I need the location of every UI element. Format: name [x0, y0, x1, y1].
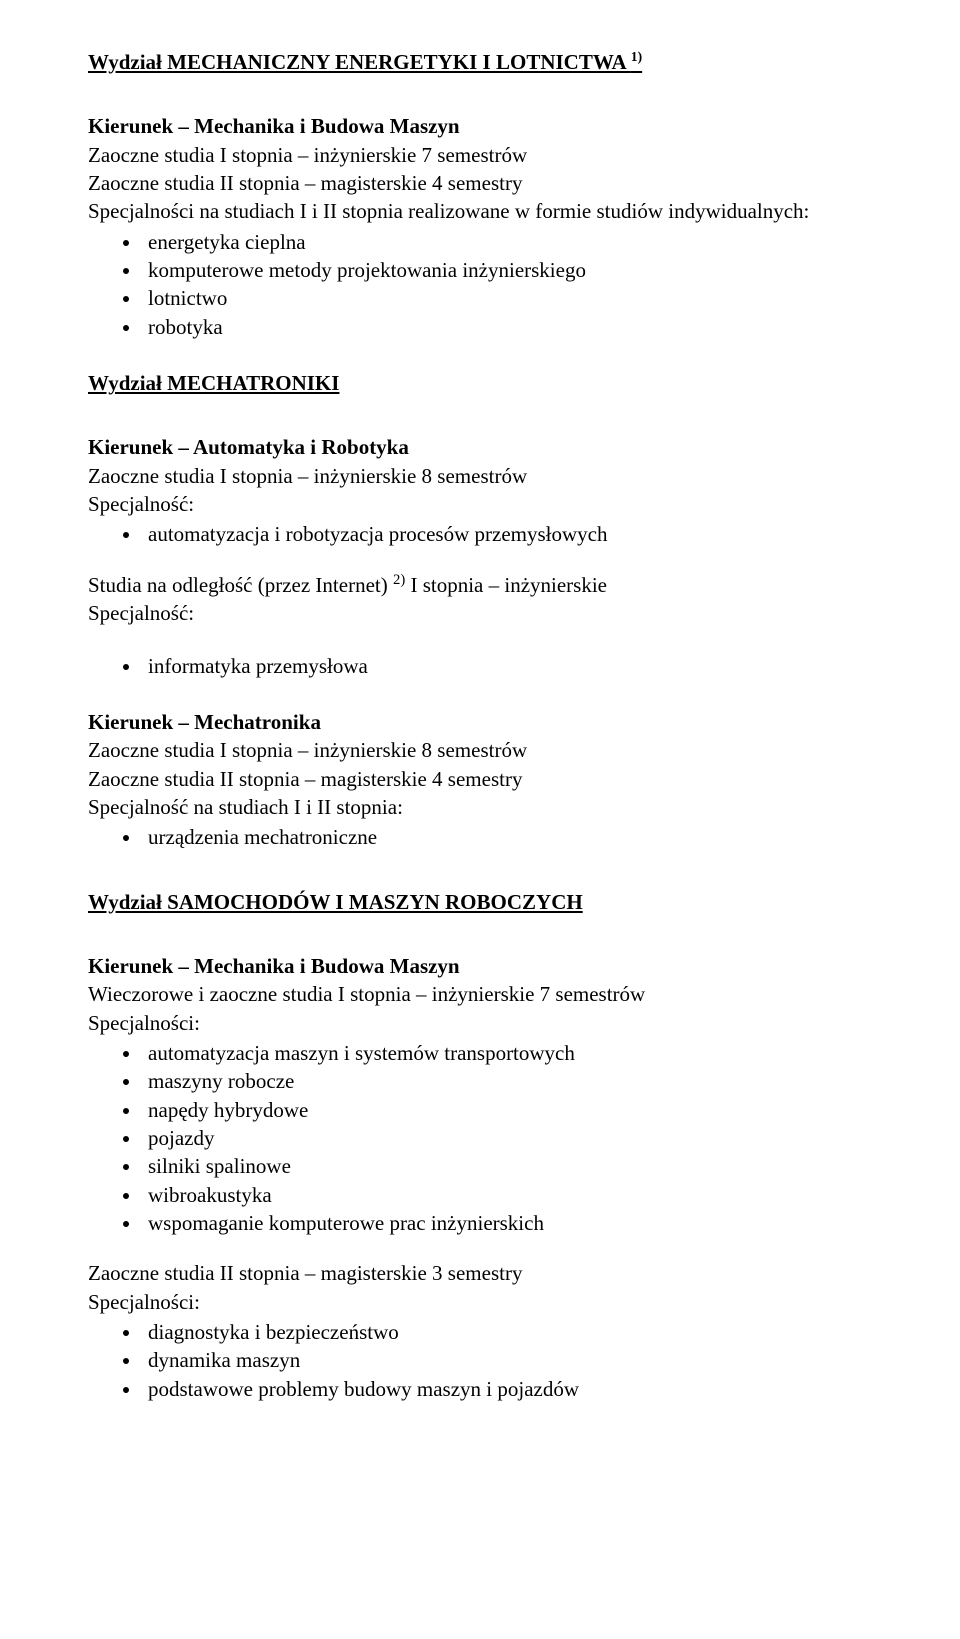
list-item: napędy hybrydowe — [142, 1096, 872, 1124]
study-line: Zaoczne studia II stopnia – magisterskie… — [88, 169, 872, 197]
list-item: wspomaganie komputerowe prac inżynierski… — [142, 1209, 872, 1237]
list-item: maszyny robocze — [142, 1067, 872, 1095]
specialization-intro: Specjalność: — [88, 599, 872, 627]
program-name: Kierunek – Automatyka i Robotyka — [88, 433, 872, 461]
study-line: Zaoczne studia I stopnia – inżynierskie … — [88, 462, 872, 490]
program-name: Kierunek – Mechanika i Budowa Maszyn — [88, 112, 872, 140]
study-line: Zaoczne studia II stopnia – magisterskie… — [88, 1259, 872, 1287]
spacer — [88, 1237, 872, 1259]
list-item: urządzenia mechatroniczne — [142, 823, 872, 851]
specialization-list: urządzenia mechatroniczne — [88, 823, 872, 851]
program-name: Kierunek – Mechatronika — [88, 708, 872, 736]
study-line: Zaoczne studia I stopnia – inżynierskie … — [88, 736, 872, 764]
list-item: diagnostyka i bezpieczeństwo — [142, 1318, 872, 1346]
dept-title-mechaniczny: Wydział MECHANICZNY ENERGETYKI I LOTNICT… — [88, 48, 872, 76]
specialization-list: informatyka przemysłowa — [88, 652, 872, 680]
dept-title-samochodow: Wydział SAMOCHODÓW I MASZYN ROBOCZYCH — [88, 888, 872, 916]
dept-title-mechatroniki: Wydział MECHATRONIKI — [88, 369, 872, 397]
list-item: silniki spalinowe — [142, 1152, 872, 1180]
list-item: wibroakustyka — [142, 1181, 872, 1209]
specialization-intro: Specjalność na studiach I i II stopnia: — [88, 793, 872, 821]
list-item: automatyzacja i robotyzacja procesów prz… — [142, 520, 872, 548]
list-item: podstawowe problemy budowy maszyn i poja… — [142, 1375, 872, 1403]
list-item: robotyka — [142, 313, 872, 341]
list-item: energetyka cieplna — [142, 228, 872, 256]
list-item: pojazdy — [142, 1124, 872, 1152]
program-name: Kierunek – Mechanika i Budowa Maszyn — [88, 952, 872, 980]
document-page: Wydział MECHANICZNY ENERGETYKI I LOTNICT… — [0, 0, 960, 1491]
specialization-intro: Specjalności: — [88, 1009, 872, 1037]
study-line: Wieczorowe i zaoczne studia I stopnia – … — [88, 980, 872, 1008]
list-item: komputerowe metody projektowania inżynie… — [142, 256, 872, 284]
specialization-list: diagnostyka i bezpieczeństwo dynamika ma… — [88, 1318, 872, 1403]
spacer — [88, 880, 872, 888]
list-item: lotnictwo — [142, 284, 872, 312]
footnote-ref-2: 2) — [393, 572, 405, 588]
specialization-intro: Specjalności: — [88, 1288, 872, 1316]
distance-study-pre: Studia na odległość (przez Internet) — [88, 573, 393, 597]
study-line: Zaoczne studia I stopnia – inżynierskie … — [88, 141, 872, 169]
spacer — [88, 549, 872, 571]
program-block: Kierunek – Mechanika i Budowa Maszyn Zao… — [88, 112, 872, 341]
list-item: automatyzacja maszyn i systemów transpor… — [142, 1039, 872, 1067]
distance-study-post: I stopnia – inżynierskie — [405, 573, 607, 597]
program-block: Kierunek – Automatyka i Robotyka Zaoczne… — [88, 433, 872, 679]
dept-title-text: Wydział MECHANICZNY ENERGETYKI I LOTNICT… — [88, 50, 631, 74]
specialization-list: energetyka cieplna komputerowe metody pr… — [88, 228, 872, 341]
program-block: Kierunek – Mechanika i Budowa Maszyn Wie… — [88, 952, 872, 1403]
footnote-ref-1: 1) — [631, 49, 642, 64]
specialization-list: automatyzacja maszyn i systemów transpor… — [88, 1039, 872, 1237]
specialization-intro: Specjalność: — [88, 490, 872, 518]
distance-study-line: Studia na odległość (przez Internet) 2) … — [88, 571, 872, 599]
program-block: Kierunek – Mechatronika Zaoczne studia I… — [88, 708, 872, 852]
study-line: Zaoczne studia II stopnia – magisterskie… — [88, 765, 872, 793]
specialization-intro: Specjalności na studiach I i II stopnia … — [88, 197, 872, 225]
list-item: informatyka przemysłowa — [142, 652, 872, 680]
spacer — [88, 628, 872, 650]
specialization-list: automatyzacja i robotyzacja procesów prz… — [88, 520, 872, 548]
list-item: dynamika maszyn — [142, 1346, 872, 1374]
